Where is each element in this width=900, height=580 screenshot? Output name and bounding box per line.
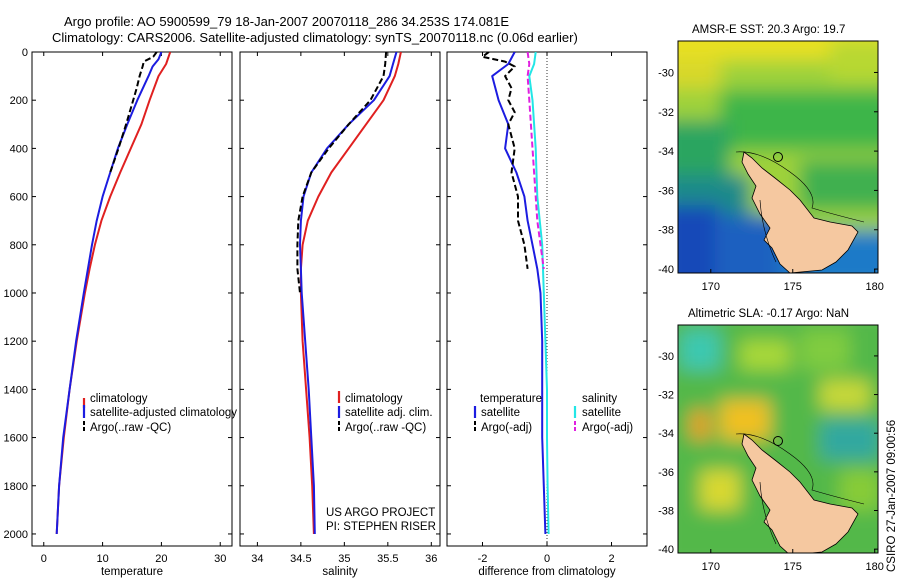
legend-label: climatology: [90, 393, 148, 405]
y-tick-label: -32: [658, 390, 674, 402]
x-tick-label: 175: [784, 281, 802, 293]
plot-frame: [239, 51, 441, 547]
x-tick-label: 30: [214, 553, 226, 565]
legend-label: satellite-adjusted climatology: [90, 407, 237, 419]
x-tick-label: 2: [608, 553, 614, 565]
x-tick-label: 170: [702, 281, 720, 293]
y-tick-label: -34: [658, 146, 674, 158]
x-tick-label: 34: [251, 553, 263, 565]
x-tick-label: 10: [96, 553, 108, 565]
legend-label: satellite: [481, 407, 520, 419]
y-tick-label: 0: [22, 47, 28, 59]
figure-title-line1: Argo profile: AO 5900599_79 18-Jan-2007 …: [64, 14, 509, 29]
x-tick-label: 36: [425, 553, 437, 565]
y-tick-label: 1000: [4, 288, 28, 300]
plot-frame: [31, 51, 233, 547]
legend-label: Argo(..raw -QC): [345, 422, 426, 434]
y-tick-label: -30: [658, 351, 674, 363]
y-tick-label: -38: [658, 505, 674, 517]
x-tick-label: 35: [338, 553, 350, 565]
y-tick-label: 400: [10, 143, 28, 155]
temperature-panel: 0 10 20 30 0 200 400 600 800 1000 1200 1400 1600 1800…: [4, 47, 233, 578]
y-tick-label: 1200: [4, 336, 28, 348]
x-tick-label: 180: [866, 561, 884, 573]
legend-heading-temperature: temperature: [480, 393, 542, 405]
series-line-satellite-adjusted-climatology: [55, 52, 163, 535]
legend-heading-salinity: salinity: [582, 393, 617, 405]
legend-label: Argo(..raw -QC): [90, 422, 171, 434]
series-line-salinity-argo-adj-: [526, 52, 545, 270]
y-tick-label: -40: [658, 264, 674, 276]
argo-location-marker: [773, 152, 783, 162]
series-line-climatology: [55, 52, 172, 535]
y-tick-label: -34: [658, 428, 674, 440]
argo-location-marker: [773, 436, 783, 446]
sst-map-frame: [677, 40, 879, 274]
x-axis-label: temperature: [101, 566, 163, 578]
salinity-legend: climatology satellite adj. clim. Argo(..…: [337, 391, 433, 434]
y-tick-label: 1600: [4, 433, 28, 445]
series-line-temperature-satellite: [491, 52, 547, 535]
legend-label: climatology: [345, 393, 403, 405]
sst-field: [678, 41, 878, 273]
y-tick-label: 1400: [4, 384, 28, 396]
series-line-argo-raw-qc-: [296, 52, 388, 294]
y-tick-label: 2000: [4, 529, 28, 541]
salinity-panel: 34 34.5 35 35.5 36 salinity: [239, 51, 441, 578]
x-tick-label: 175: [784, 561, 802, 573]
y-tick-label: 600: [10, 192, 28, 204]
legend-label: Argo(-adj): [582, 422, 633, 434]
y-tick-label: 800: [10, 240, 28, 252]
x-tick-label: 0: [544, 553, 550, 565]
y-tick-label: -38: [658, 225, 674, 237]
x-tick-label: 180: [866, 281, 884, 293]
y-tick-label: -36: [658, 185, 674, 197]
series-line-climatology: [299, 52, 402, 535]
y-tick-label: 200: [10, 95, 28, 107]
new-zealand-land: [735, 433, 865, 553]
legend-label: Argo(-adj): [481, 422, 532, 434]
sst-map-title: AMSR-E SST: 20.3 Argo: 19.7: [692, 24, 845, 36]
project-name: US ARGO PROJECT: [326, 507, 435, 519]
x-tick-label: -2: [478, 553, 488, 565]
x-axis-label: salinity: [322, 566, 357, 578]
series-line-satellite-adj-clim-: [299, 52, 398, 535]
figure-title-line2: Climatology: CARS2006. Satellite-adjuste…: [52, 30, 578, 45]
new-zealand-land: [735, 151, 865, 273]
y-tick-label: 1800: [4, 481, 28, 493]
x-axis-label: difference from climatology: [478, 566, 615, 578]
series-line-argo-raw-qc-: [109, 52, 158, 173]
y-tick-label: -36: [658, 467, 674, 479]
x-tick-label: 34.5: [290, 553, 311, 565]
x-tick-label: 20: [155, 553, 167, 565]
difference-legend: temperature satellite Argo(-adj) salinit…: [473, 393, 633, 434]
legend-label: satellite adj. clim.: [345, 407, 433, 419]
credit-text: CSIRO 27-Jan-2007 09:00:56: [886, 420, 898, 572]
legend-label: satellite: [582, 407, 621, 419]
sla-map-frame: [677, 324, 879, 554]
sst-map: AMSR-E SST: 20.3 Argo: 19.7 170 1: [658, 24, 884, 293]
sla-map-title: Altimetric SLA: -0.17 Argo: NaN: [688, 308, 849, 320]
y-tick-label: -32: [658, 107, 674, 119]
y-tick-label: -40: [658, 544, 674, 556]
series-line-salinity-satellite: [528, 52, 550, 535]
sla-map: Altimetric SLA: -0.17 Argo: NaN 170 175 18…: [658, 308, 884, 573]
x-tick-label: 170: [702, 561, 720, 573]
series-line-temperature-argo-adj-: [481, 52, 529, 270]
y-tick-label: -30: [658, 67, 674, 79]
temperature-legend: climatology satellite-adjusted climatolo…: [82, 393, 237, 434]
x-tick-label: 35.5: [377, 553, 398, 565]
project-pi: PI: STEPHEN RISER: [326, 521, 436, 533]
x-tick-label: 0: [41, 553, 47, 565]
